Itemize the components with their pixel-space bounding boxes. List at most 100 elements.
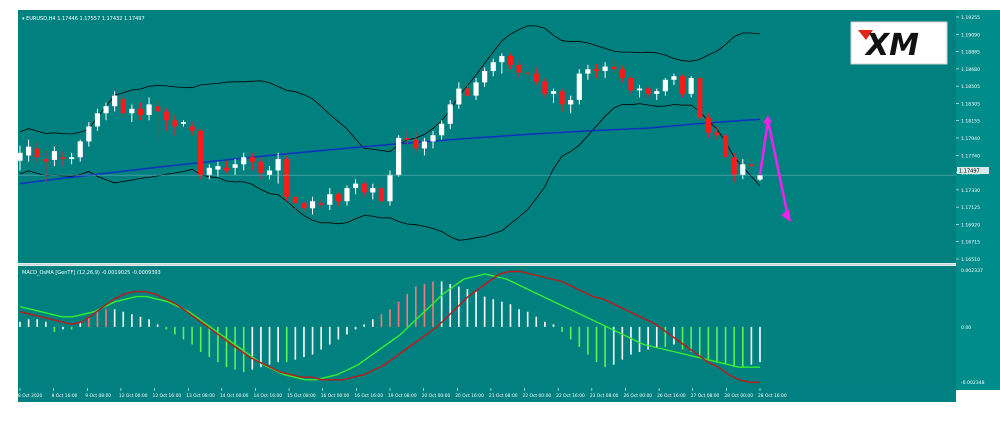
candle — [447, 100, 453, 130]
macd-line — [19, 270, 760, 383]
candle-body — [464, 88, 471, 96]
candle — [654, 88, 660, 101]
time-tick-label: 28 Oct 00:00 — [724, 393, 753, 399]
price-tick-label: 1.16715 — [961, 240, 980, 246]
candle-body — [26, 146, 32, 156]
candle-body — [344, 188, 350, 202]
candle — [516, 60, 522, 79]
candle-body — [731, 157, 737, 175]
price-tick-label: 1.18505 — [961, 84, 980, 90]
candle-body — [60, 157, 66, 160]
candle — [662, 78, 668, 96]
candle-body — [249, 157, 255, 162]
candle-body — [34, 148, 40, 158]
candle-body — [266, 170, 273, 175]
candle — [568, 95, 574, 114]
candles — [17, 53, 956, 215]
xm-logo: XM — [850, 21, 948, 65]
symbol-label: ▾ EURUSD,H4 1.17446 1.17557 1.17432 1.17… — [22, 16, 145, 22]
xm-logo-text: XM — [864, 28, 919, 63]
candle-body — [292, 196, 298, 204]
time-axis-area — [18, 388, 956, 402]
candle-body — [163, 111, 169, 121]
candle — [103, 102, 109, 121]
candle — [740, 159, 746, 180]
candle — [439, 120, 445, 140]
time-tick-label: 15 Oct 08:00 — [287, 393, 316, 399]
price-tick-label: 1.17125 — [961, 205, 980, 211]
price-tick-label: 1.18155 — [961, 119, 980, 125]
candle — [430, 130, 436, 149]
candle — [542, 78, 548, 98]
time-tick-label: 9 Oct 08:00 — [85, 393, 111, 399]
candle-body — [404, 137, 410, 140]
macd-axis-ticks: 0.002337 0.00 -0.002348 — [961, 268, 985, 386]
candle — [723, 132, 729, 162]
candle — [112, 91, 118, 112]
candle-body — [447, 104, 453, 124]
time-tick-label: 19 Oct 08:00 — [388, 393, 417, 399]
time-tick-label: 12 Oct 16:00 — [153, 393, 182, 399]
candle-body — [568, 100, 574, 105]
candle — [17, 145, 23, 171]
candle — [137, 102, 144, 121]
candle-body — [17, 152, 23, 161]
price-tick-label: 1.16920 — [961, 222, 980, 228]
candle — [120, 95, 126, 118]
candle — [645, 86, 651, 98]
candle-body — [241, 157, 247, 165]
macd-label: MACD_OsMA [GenTF] (12,26,9) -0.0019025 -… — [22, 270, 161, 276]
bollinger-lower-band — [19, 103, 761, 241]
candle — [550, 88, 557, 103]
bollinger-bands — [19, 25, 761, 241]
candle-body — [490, 62, 496, 71]
candle — [241, 152, 247, 171]
candle — [602, 62, 608, 79]
candle — [619, 65, 625, 83]
candle-body — [413, 139, 419, 149]
time-tick-label: 22 Oct 00:00 — [523, 393, 552, 399]
candle-body — [335, 194, 341, 202]
candle — [507, 53, 514, 70]
candle-body — [671, 76, 677, 80]
candle — [275, 152, 281, 184]
candle-body — [327, 194, 333, 205]
candle — [370, 183, 376, 200]
candle — [51, 146, 57, 167]
candle-body — [180, 122, 187, 124]
price-tick-label: 1.17940 — [961, 136, 980, 142]
candle-body — [688, 78, 694, 94]
candle — [43, 150, 49, 182]
time-tick-label: 13 Oct 08:00 — [186, 393, 215, 399]
candle — [671, 73, 677, 86]
candle-body — [723, 135, 729, 158]
candle — [77, 139, 83, 162]
candle — [344, 185, 350, 206]
candle-body — [550, 91, 557, 94]
candle — [60, 151, 66, 167]
macd-tick-label: 0.00 — [961, 325, 971, 331]
forecast-arrow — [758, 115, 791, 223]
candle-body — [51, 151, 57, 160]
candle-body — [387, 174, 393, 202]
candle — [697, 76, 703, 121]
time-tick-label: 27 Oct 08:00 — [691, 393, 720, 399]
candle — [223, 160, 230, 174]
candle — [679, 74, 686, 98]
price-tick-label: 1.16510 — [961, 257, 980, 263]
candle-body — [301, 203, 307, 209]
candle-body — [43, 159, 49, 162]
candle-body — [559, 91, 565, 105]
time-tick-label: 26 Oct 16:00 — [657, 393, 686, 399]
candle — [456, 82, 462, 109]
candle-body — [602, 66, 608, 71]
time-tick-label: 14 Oct 00:00 — [220, 393, 249, 399]
candle-body — [86, 126, 92, 142]
candle-body — [232, 164, 238, 168]
candle — [533, 67, 539, 86]
candle-body — [516, 64, 522, 73]
time-tick-label: 14 Oct 16:00 — [253, 393, 282, 399]
candle-body — [473, 82, 479, 96]
candle — [26, 139, 32, 162]
